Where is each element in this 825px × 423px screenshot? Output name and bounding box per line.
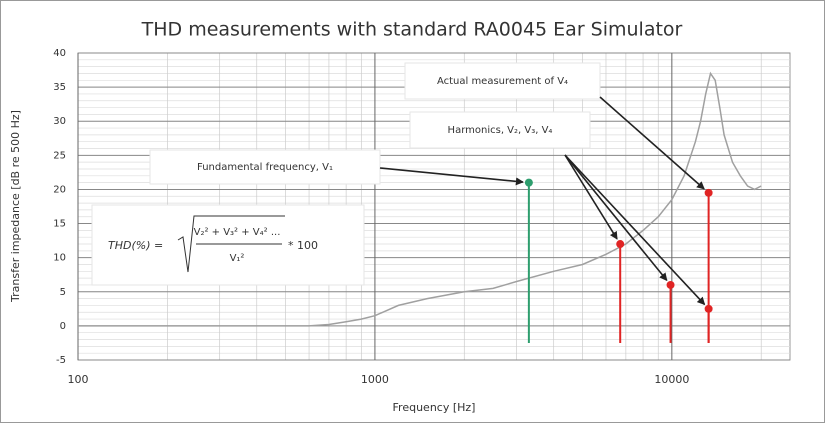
curve xyxy=(78,71,762,327)
annotation-box xyxy=(404,62,601,100)
y-axis-label: Transfer impedance [dB re 500 Hz] xyxy=(9,110,22,303)
y-tick-label: 5 xyxy=(60,287,66,298)
annotations: Fundamental frequency, V₁ Harmonics, V₂, … xyxy=(91,62,706,306)
stem-head xyxy=(616,240,625,249)
stem-head xyxy=(666,280,675,289)
stem-head xyxy=(524,178,533,187)
x-tick-label: 100 xyxy=(68,373,89,386)
annotation-arrow xyxy=(564,154,618,240)
chart-title: THD measurements with standard RA0045 Ea… xyxy=(141,19,683,41)
formula-factor: * 100 xyxy=(288,239,318,252)
y-tick-label: 20 xyxy=(53,184,66,195)
annotation-box xyxy=(409,111,591,149)
annotation-box xyxy=(149,149,381,185)
y-tick-label: 35 xyxy=(53,82,66,93)
x-tick-label: 10000 xyxy=(654,373,689,386)
formula-denominator: V₁² xyxy=(230,253,245,264)
x-tick-label: 1000 xyxy=(361,373,389,386)
annotation-arrow xyxy=(564,154,706,306)
y-tick-label: 10 xyxy=(53,253,66,264)
annotation-arrow xyxy=(599,96,705,190)
marks xyxy=(78,71,762,343)
stem-head xyxy=(704,188,713,197)
formula-root xyxy=(177,215,285,273)
y-tick-label: 40 xyxy=(53,48,66,59)
annotation-arrow xyxy=(564,154,668,282)
y-tick-label: 15 xyxy=(53,219,66,230)
formula-box xyxy=(91,204,365,286)
formula-numerator: V₂² + V₃² + V₄² ... xyxy=(194,227,281,238)
y-tick-label: 0 xyxy=(60,321,66,332)
annotation-text: Harmonics, V₂, V₃, V₄ xyxy=(448,125,553,136)
x-axis-label: Frequency [Hz] xyxy=(393,401,476,414)
annotation-text: Actual measurement of V₄ xyxy=(437,76,568,87)
formula-lhs: THD(%) = xyxy=(108,239,163,252)
annotation-arrow xyxy=(379,167,524,186)
annotation-text: Fundamental frequency, V₁ xyxy=(197,162,333,173)
y-tick-label: 25 xyxy=(53,150,66,161)
y-tick-label: 30 xyxy=(53,116,66,127)
y-tick-label: -5 xyxy=(56,355,66,366)
